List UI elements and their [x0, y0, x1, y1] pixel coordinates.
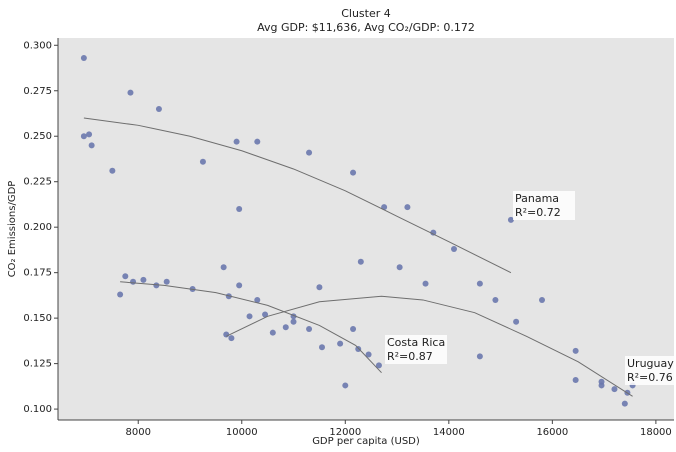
data-point [342, 382, 349, 389]
data-point [319, 344, 325, 351]
data-point [236, 282, 243, 289]
data-point [375, 362, 382, 369]
annotation-r2: R²=0.76 [627, 371, 673, 384]
data-point [130, 278, 137, 285]
y-tick-label: 0.200 [23, 222, 52, 233]
data-point [621, 400, 628, 407]
annotation-name: Uruguay [627, 357, 674, 370]
data-point [492, 296, 499, 303]
data-point [611, 386, 618, 393]
annotation-r2: R²=0.87 [387, 350, 433, 363]
data-point [236, 205, 243, 212]
data-point [430, 229, 437, 236]
data-point [396, 264, 403, 271]
data-point [507, 216, 514, 223]
x-tick-label: 18000 [640, 427, 672, 438]
data-point [127, 89, 134, 96]
plot-area [58, 38, 674, 420]
data-point [306, 149, 313, 156]
data-point [220, 264, 227, 271]
y-tick-label: 0.125 [23, 359, 52, 370]
y-tick-label: 0.250 [23, 131, 52, 142]
x-tick-label: 14000 [433, 427, 465, 438]
data-point [365, 351, 372, 358]
data-point [316, 284, 323, 291]
data-point [337, 340, 344, 347]
data-point [86, 131, 93, 138]
data-point [357, 258, 364, 265]
data-point [290, 318, 297, 325]
data-point [539, 296, 545, 303]
data-point [404, 204, 411, 211]
annotation-r2: R²=0.72 [515, 206, 561, 219]
data-point [163, 278, 170, 285]
x-tick-label: 8000 [126, 427, 151, 438]
data-point [513, 318, 520, 325]
data-point [282, 324, 289, 331]
data-point [254, 296, 261, 303]
data-point [254, 138, 261, 145]
data-point [223, 331, 230, 338]
trend-line [226, 295, 633, 397]
x-tick-label: 16000 [536, 427, 568, 438]
y-tick-label: 0.225 [23, 177, 52, 188]
x-axis-label: GDP per capita (USD) [312, 436, 420, 447]
data-point [572, 376, 579, 383]
data-point [306, 326, 313, 333]
annotation-name: Panama [515, 192, 559, 205]
data-point [80, 133, 87, 140]
data-point [476, 353, 483, 360]
data-point [233, 138, 240, 145]
data-point [199, 158, 206, 165]
data-point [476, 280, 483, 287]
data-point [422, 280, 429, 287]
y-tick-label: 0.150 [23, 313, 52, 324]
y-axis-label: CO₂ Emissions/GDP [7, 181, 18, 278]
data-point [451, 246, 457, 253]
data-point [246, 313, 253, 320]
data-point [350, 169, 357, 176]
data-point [109, 167, 116, 174]
data-point [228, 335, 235, 342]
data-point [269, 329, 276, 336]
data-point [572, 347, 579, 354]
trend-line [83, 117, 512, 274]
x-tick-label: 12000 [329, 427, 361, 438]
y-tick-label: 0.175 [23, 268, 52, 279]
data-point [153, 282, 160, 289]
y-tick-label: 0.100 [23, 404, 52, 415]
y-tick-label: 0.275 [23, 86, 52, 97]
trend-line [120, 281, 382, 374]
data-point [122, 273, 129, 280]
annotation-box [513, 191, 575, 220]
data-point [88, 142, 95, 149]
chart-subtitle: Avg GDP: $11,636, Avg CO₂/GDP: 0.172 [257, 21, 475, 34]
annotation-box [625, 356, 676, 385]
data-point [80, 55, 87, 62]
data-point [140, 276, 147, 283]
annotation-box [385, 335, 447, 364]
data-point [350, 326, 357, 333]
x-tick-label: 10000 [226, 427, 258, 438]
data-point [598, 378, 605, 385]
data-point [262, 311, 269, 318]
data-point [155, 105, 162, 112]
chart-title: Cluster 4 [341, 7, 391, 20]
data-point [117, 291, 124, 298]
annotation-name: Costa Rica [387, 336, 445, 349]
y-tick-label: 0.300 [23, 40, 52, 51]
data-point [355, 346, 362, 353]
